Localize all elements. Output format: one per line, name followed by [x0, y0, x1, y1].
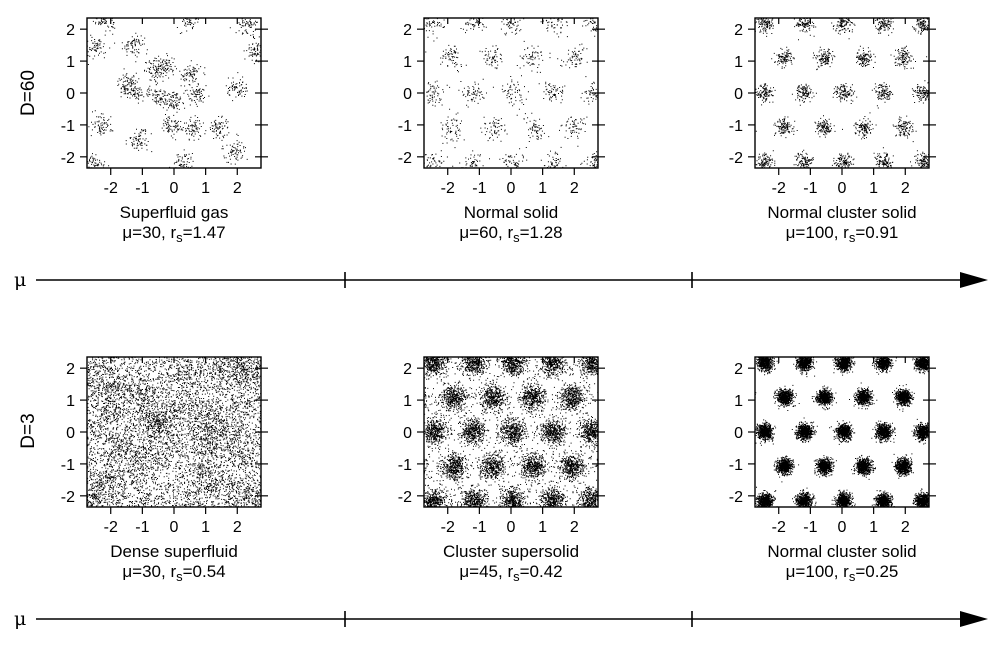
x-tick-label: 2 [570, 180, 579, 197]
y-tick-label: 0 [403, 425, 412, 442]
panel-1-2: -2 -1 0 1 2 2 1 0 -1 -2 Normal cluster solidμ=100,… [729, 356, 936, 584]
row-label-d3: D=3 [18, 413, 39, 448]
y-tick-label: -1 [729, 118, 743, 135]
y-tick-label: -1 [398, 118, 412, 135]
panel-0-2: -2 -1 0 1 2 2 1 0 -1 -2 Normal cluster solidμ=100,… [729, 17, 936, 245]
x-tick-label: -2 [104, 180, 118, 197]
y-tick-label: 1 [66, 54, 75, 71]
scatter-points [755, 18, 929, 168]
x-tick-label: -1 [135, 180, 149, 197]
panel-frame [423, 17, 599, 169]
x-tick-label: -1 [472, 180, 486, 197]
x-tick-label: 0 [170, 519, 179, 536]
y-tick-label: 2 [66, 22, 75, 39]
x-tick-label: 0 [838, 519, 847, 536]
panel-frame [754, 17, 930, 169]
x-tick-label: 0 [838, 180, 847, 197]
y-tick-label: -2 [729, 489, 743, 506]
y-tick-label: -2 [398, 150, 412, 167]
y-tick-label: -1 [729, 457, 743, 474]
y-tick-label: 2 [66, 361, 75, 378]
y-tick-label: -1 [61, 457, 75, 474]
y-tick-label: -2 [61, 150, 75, 167]
y-tick-label: 0 [66, 425, 75, 442]
x-tick-label: 1 [201, 519, 210, 536]
x-tick-label: -2 [104, 519, 118, 536]
y-tick-label: 0 [403, 86, 412, 103]
y-tick-label: 2 [734, 361, 743, 378]
phase-label: Normal solid [464, 203, 558, 222]
mu-arrow-top: μ [14, 269, 988, 291]
x-tick-label: -1 [135, 519, 149, 536]
x-tick-label: -2 [772, 180, 786, 197]
y-tick-label: 1 [403, 393, 412, 410]
y-tick-label: 0 [734, 86, 743, 103]
scatter-points [755, 357, 929, 507]
scatter-points [424, 357, 598, 507]
phase-label: Normal cluster solid [767, 203, 916, 222]
y-tick-label: -1 [61, 118, 75, 135]
x-tick-label: 1 [869, 519, 878, 536]
mu-arrow-label-bottom: μ [14, 608, 26, 630]
mu-arrow-label-top: μ [14, 269, 26, 291]
parameter-label: μ=60, rs=1.28 [459, 223, 562, 245]
y-tick-label: -2 [398, 489, 412, 506]
y-tick-label: 2 [403, 22, 412, 39]
x-tick-label: 0 [507, 180, 516, 197]
x-tick-label: -2 [772, 519, 786, 536]
x-tick-label: -1 [803, 519, 817, 536]
y-tick-label: 1 [734, 393, 743, 410]
y-tick-label: 1 [734, 54, 743, 71]
x-tick-label: 2 [901, 180, 910, 197]
x-tick-label: -2 [441, 180, 455, 197]
x-tick-label: 0 [507, 519, 516, 536]
y-tick-label: -2 [729, 150, 743, 167]
x-tick-label: -1 [803, 180, 817, 197]
x-tick-label: -1 [472, 519, 486, 536]
x-tick-label: 2 [901, 519, 910, 536]
parameter-label: μ=45, rs=0.42 [459, 562, 562, 584]
scatter-points [424, 18, 598, 168]
scatter-points [87, 357, 261, 507]
parameter-label: μ=100, rs=0.91 [786, 223, 899, 245]
x-tick-label: 2 [233, 180, 242, 197]
y-tick-label: 0 [734, 425, 743, 442]
y-tick-label: 2 [734, 22, 743, 39]
scatter-points [87, 18, 261, 168]
x-tick-label: 1 [538, 519, 547, 536]
row-label-d60: D=60 [18, 70, 39, 116]
x-tick-label: 0 [170, 180, 179, 197]
mu-arrow-bottom: μ [14, 608, 988, 630]
x-tick-label: 1 [201, 180, 210, 197]
x-tick-label: 2 [570, 519, 579, 536]
y-tick-label: -1 [398, 457, 412, 474]
x-tick-label: 2 [233, 519, 242, 536]
y-tick-label: -2 [61, 489, 75, 506]
y-tick-label: 0 [66, 86, 75, 103]
x-tick-label: 1 [869, 180, 878, 197]
parameter-label: μ=100, rs=0.25 [786, 562, 899, 584]
x-tick-label: 1 [538, 180, 547, 197]
panel-frame [86, 17, 262, 169]
y-tick-label: 1 [403, 54, 412, 71]
y-tick-label: 2 [403, 361, 412, 378]
parameter-label: μ=30, rs=0.54 [122, 562, 225, 584]
phase-label: Dense superfluid [110, 542, 238, 561]
y-tick-label: 1 [66, 393, 75, 410]
phase-label: Superfluid gas [120, 203, 229, 222]
phase-label: Cluster supersolid [443, 542, 579, 561]
phase-label: Normal cluster solid [767, 542, 916, 561]
parameter-label: μ=30, rs=1.47 [122, 223, 225, 245]
x-tick-label: -2 [441, 519, 455, 536]
